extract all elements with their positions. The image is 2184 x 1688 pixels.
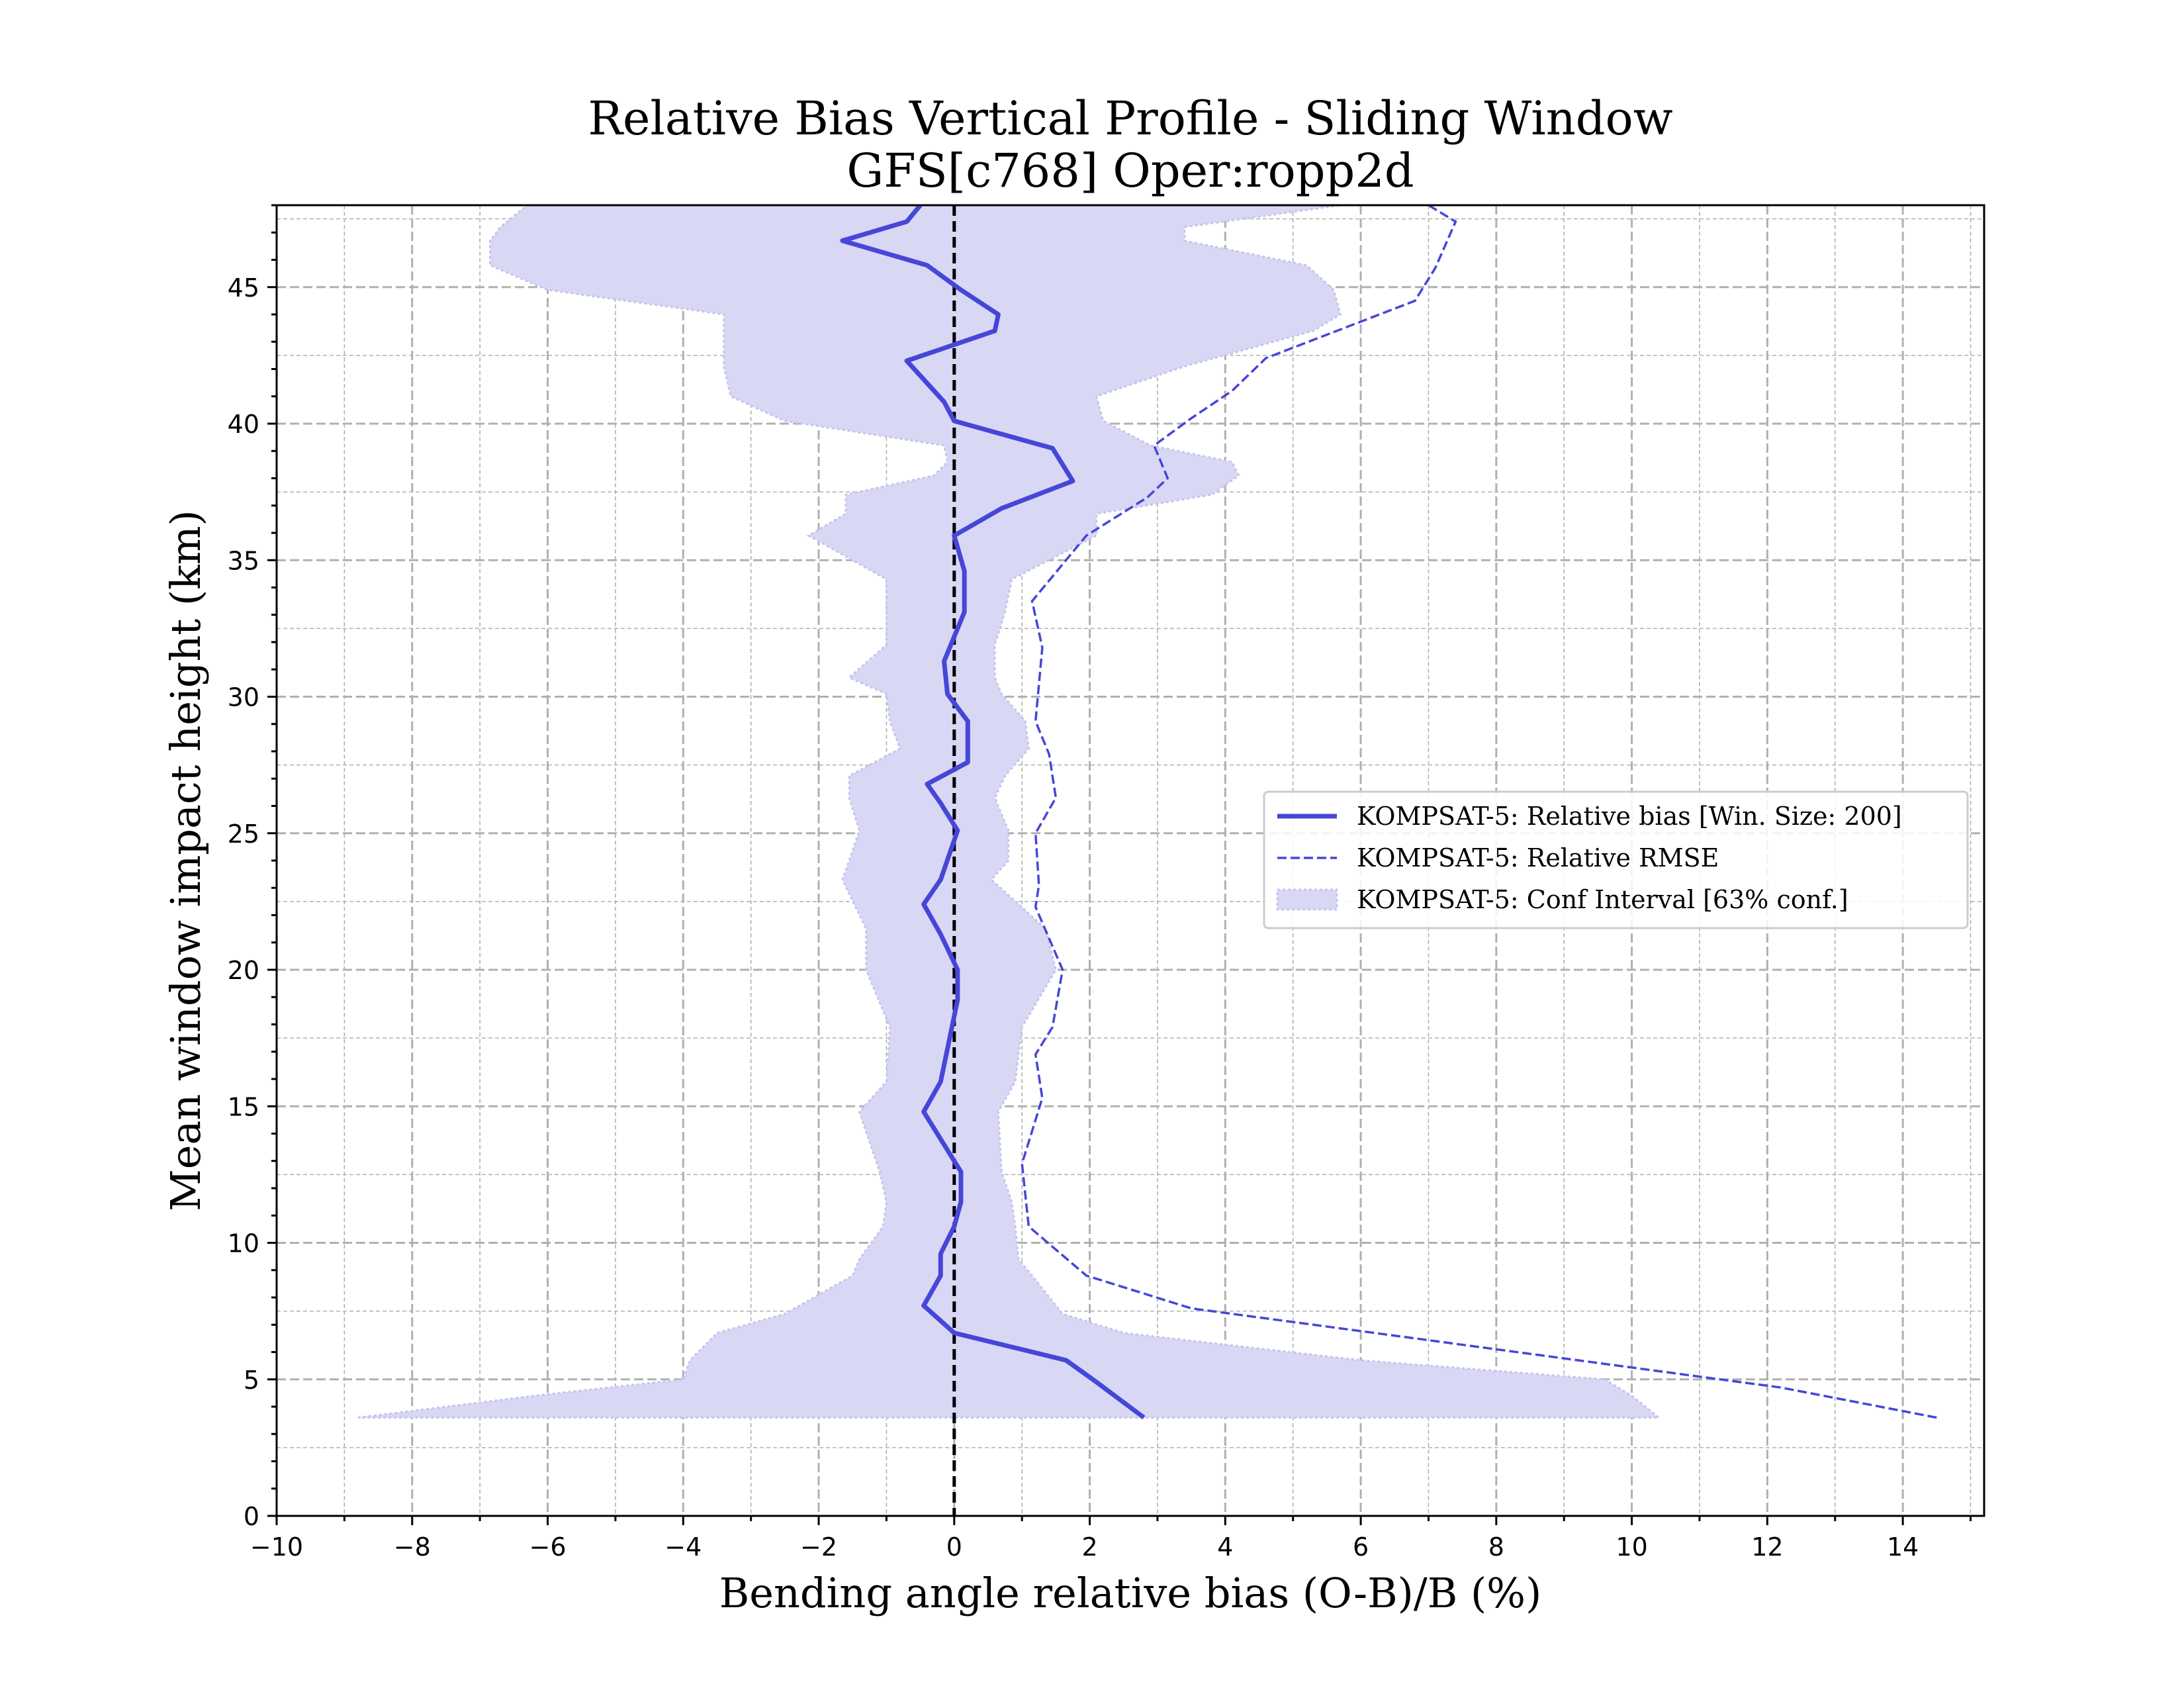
conf-interval-area bbox=[357, 205, 1662, 1419]
x-axis-label: Bending angle relative bias (O-B)/B (%) bbox=[719, 1569, 1542, 1617]
x-tick-label: −2 bbox=[800, 1532, 837, 1562]
y-tick-label: 30 bbox=[228, 683, 259, 712]
y-tick-label: 45 bbox=[228, 273, 259, 303]
legend-swatch-ci bbox=[1276, 888, 1338, 911]
y-tick-label: 15 bbox=[228, 1092, 259, 1121]
bias-line bbox=[840, 205, 1146, 1420]
legend: KOMPSAT-5: Relative bias [Win. Size: 200… bbox=[1263, 790, 1969, 929]
x-tick-label: 8 bbox=[1488, 1532, 1504, 1562]
legend-frame bbox=[1263, 790, 1969, 929]
y-axis-ticks: 0 5 10 15 20 25 30 35 40 45 bbox=[228, 204, 277, 1531]
y-tick-label: 40 bbox=[228, 410, 259, 439]
x-tick-label: 4 bbox=[1217, 1532, 1233, 1562]
chart-title: Relative Bias Vertical Profile - Sliding… bbox=[588, 91, 1672, 146]
conf-interval-band bbox=[357, 205, 1662, 1419]
y-tick-label: 20 bbox=[228, 956, 259, 985]
y-axis-label: Mean window impact height (km) bbox=[161, 510, 210, 1211]
x-tick-label: 14 bbox=[1887, 1532, 1919, 1562]
y-tick-label: 10 bbox=[228, 1229, 259, 1258]
y-tick-label: 35 bbox=[228, 546, 259, 575]
legend-label-rmse: KOMPSAT-5: Relative RMSE bbox=[1357, 843, 1719, 872]
y-tick-label: 25 bbox=[228, 820, 259, 849]
x-tick-label: 0 bbox=[946, 1532, 962, 1562]
x-tick-label: −8 bbox=[394, 1532, 431, 1562]
y-tick-label: 0 bbox=[244, 1502, 259, 1531]
rmse-series bbox=[1021, 205, 1937, 1419]
legend-label-ci: KOMPSAT-5: Conf Interval [63% conf.] bbox=[1357, 885, 1848, 914]
legend-label-bias: KOMPSAT-5: Relative bias [Win. Size: 200… bbox=[1357, 802, 1902, 831]
chart-subtitle: GFS[c768] Oper:ropp2d bbox=[846, 144, 1414, 198]
x-tick-label: −10 bbox=[250, 1532, 303, 1562]
x-axis-ticks: −10 −8 −6 −4 −2 0 2 4 6 8 10 12 14 bbox=[250, 1516, 1972, 1562]
rmse-line bbox=[1021, 205, 1937, 1419]
y-tick-label: 5 bbox=[244, 1366, 259, 1395]
x-tick-label: 6 bbox=[1353, 1532, 1369, 1562]
x-tick-label: 12 bbox=[1751, 1532, 1783, 1562]
bias-series bbox=[840, 205, 1146, 1420]
x-tick-label: −6 bbox=[529, 1532, 567, 1562]
x-tick-label: 2 bbox=[1081, 1532, 1097, 1562]
x-tick-label: 10 bbox=[1615, 1532, 1647, 1562]
x-tick-label: −4 bbox=[664, 1532, 702, 1562]
